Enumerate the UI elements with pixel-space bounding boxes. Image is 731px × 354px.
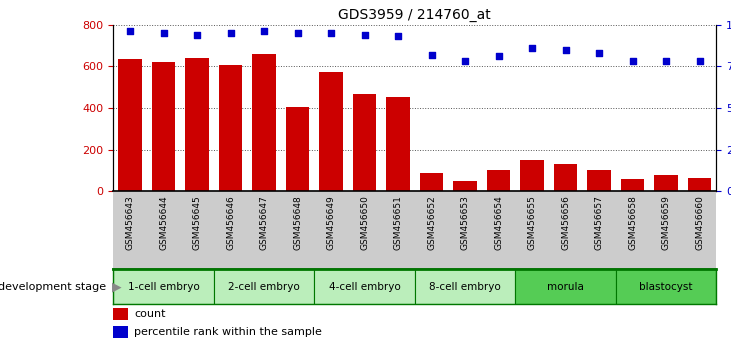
Bar — [487, 170, 510, 191]
Text: 2-cell embryo: 2-cell embryo — [228, 282, 300, 292]
Bar — [113, 326, 129, 338]
Text: GSM456659: GSM456659 — [662, 195, 670, 250]
Bar — [113, 269, 213, 304]
Point — [393, 34, 404, 39]
Bar — [387, 97, 410, 191]
Text: GSM456644: GSM456644 — [159, 195, 168, 250]
Bar — [616, 269, 716, 304]
Bar — [520, 160, 544, 191]
Bar — [186, 58, 209, 191]
Bar — [219, 65, 242, 191]
Text: 8-cell embryo: 8-cell embryo — [429, 282, 501, 292]
Bar — [621, 179, 644, 191]
Bar — [688, 178, 711, 191]
Bar — [252, 54, 276, 191]
Point — [560, 47, 572, 52]
Point — [292, 30, 303, 36]
Bar — [213, 269, 314, 304]
Bar — [515, 269, 616, 304]
Text: percentile rank within the sample: percentile rank within the sample — [135, 327, 322, 337]
Bar — [453, 181, 477, 191]
Point — [124, 29, 136, 34]
Title: GDS3959 / 214760_at: GDS3959 / 214760_at — [338, 8, 491, 22]
Bar — [554, 164, 577, 191]
Text: 1-cell embryo: 1-cell embryo — [128, 282, 200, 292]
Bar — [654, 175, 678, 191]
Text: count: count — [135, 309, 166, 319]
Bar — [118, 59, 142, 191]
Text: GSM456648: GSM456648 — [293, 195, 302, 250]
Bar — [152, 62, 175, 191]
Text: GSM456650: GSM456650 — [360, 195, 369, 250]
Text: GSM456658: GSM456658 — [628, 195, 637, 250]
Point — [526, 45, 538, 51]
Point — [359, 32, 371, 38]
Point — [459, 58, 471, 64]
Point — [694, 58, 705, 64]
Bar — [415, 269, 515, 304]
Point — [325, 30, 337, 36]
Text: GSM456654: GSM456654 — [494, 195, 503, 250]
Bar — [353, 95, 376, 191]
Bar — [319, 72, 343, 191]
Point — [660, 58, 672, 64]
Text: 4-cell embryo: 4-cell embryo — [329, 282, 401, 292]
Text: GSM456653: GSM456653 — [461, 195, 469, 250]
Bar — [420, 173, 443, 191]
Point — [493, 53, 504, 59]
Text: GSM456646: GSM456646 — [226, 195, 235, 250]
Point — [594, 50, 605, 56]
Text: GSM456649: GSM456649 — [327, 195, 336, 250]
Text: development stage: development stage — [0, 282, 106, 292]
Text: GSM456652: GSM456652 — [427, 195, 436, 250]
Text: ▶: ▶ — [112, 280, 121, 293]
Bar — [286, 107, 309, 191]
Text: morula: morula — [548, 282, 584, 292]
Point — [158, 30, 170, 36]
Text: GSM456660: GSM456660 — [695, 195, 704, 250]
Bar — [113, 308, 129, 320]
Text: GSM456643: GSM456643 — [126, 195, 135, 250]
Point — [224, 30, 236, 36]
Text: GSM456657: GSM456657 — [594, 195, 604, 250]
Text: GSM456647: GSM456647 — [260, 195, 268, 250]
Point — [258, 29, 270, 34]
Text: GSM456645: GSM456645 — [192, 195, 202, 250]
Point — [425, 52, 437, 58]
Point — [192, 32, 203, 38]
Text: GSM456651: GSM456651 — [393, 195, 403, 250]
Text: blastocyst: blastocyst — [640, 282, 693, 292]
Bar — [588, 170, 611, 191]
Text: GSM456656: GSM456656 — [561, 195, 570, 250]
Bar — [314, 269, 415, 304]
Text: GSM456655: GSM456655 — [528, 195, 537, 250]
Point — [626, 58, 638, 64]
